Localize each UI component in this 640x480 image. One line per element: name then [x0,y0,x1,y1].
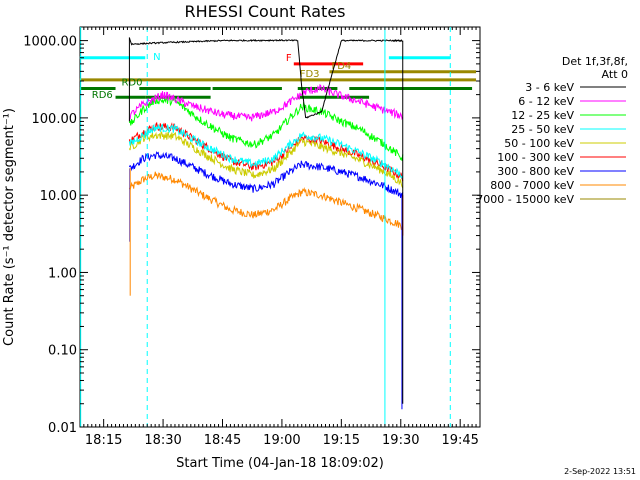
series-line-6-12-kev [129,83,404,122]
flag-label-rd6: RD6 [92,90,113,101]
axis-ticks: 18:15 18:30 18:45 19:00 19:15 19:30 19:45 0.01 0… [23,27,480,448]
legend-entry-label: 100 - 300 keV [497,151,574,164]
y-axis-label: Count Rate (s⁻¹ detector segment⁻¹) [2,108,17,346]
x-tick-label: 19:15 [323,433,360,448]
legend-entry-label: 300 - 800 keV [497,165,574,178]
y-tick-label: 1.00 [48,266,77,281]
flag-label-rd0: RD0 [121,78,142,89]
legend-entry-label: 25 - 50 keV [511,123,574,136]
x-tick-label: 19:45 [441,433,478,448]
y-tick-label: 100.00 [32,112,78,127]
series-line-800-7000-kev [128,171,403,231]
y-tick-label: 10.00 [40,189,77,204]
series-line-12-25-kev [128,94,404,161]
flag-vertical-lines [80,27,451,427]
legend-header-0: Det 1f,3f,8f, [562,55,628,68]
legend-entry-label: 12 - 25 keV [511,109,574,122]
plot-frame [79,26,481,428]
x-tick-label: 18:15 [85,433,122,448]
y-tick-label: 1000.00 [23,35,77,50]
x-tick-label: 19:30 [382,433,419,448]
x-tick-label: 19:00 [263,433,300,448]
series-line-3-6-kev [128,37,403,119]
series-line-25-50-kev [128,123,404,179]
legend-entry-label: 3 - 6 keV [525,81,574,94]
x-axis-label: Start Time (04-Jan-18 18:09:02) [176,456,384,471]
x-tick-label: 18:45 [204,433,241,448]
y-tick-label: 0.01 [48,421,77,436]
footer-timestamp: 2-Sep-2022 13:51 [564,467,636,476]
chart-title: RHESSI Count Rates [185,2,346,21]
flag-bars: N F FD3 FD4 RD0 RD6 [79,52,477,101]
legend-entry-label: 7000 - 15000 keV [476,193,574,206]
flag-label-fd4: FD4 [331,61,351,72]
series-lines [128,37,404,410]
legend-header-1: Att 0 [602,68,628,81]
y-tick-label: 0.10 [48,344,77,359]
flag-label-fd3: FD3 [300,69,320,80]
legend-entry-label: 800 - 7000 keV [490,179,574,192]
flag-label-f: F [286,53,292,64]
legend-entry-label: 50 - 100 keV [504,137,574,150]
series-line-50-100-kev [128,130,404,189]
legend-entry-label: 6 - 12 keV [518,95,574,108]
series-line-300-800-kev [128,151,404,198]
x-tick-label: 18:30 [144,433,181,448]
flag-label-n: N [153,52,160,63]
